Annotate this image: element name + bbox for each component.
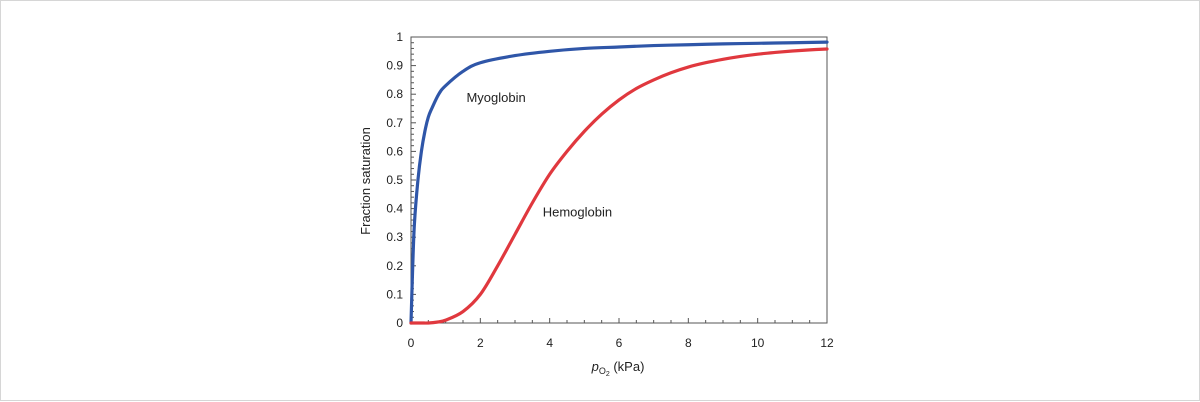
y-tick-label: 0 [396, 316, 403, 330]
y-tick-label: 0.4 [386, 202, 403, 216]
x-tick-label: 4 [546, 336, 553, 350]
curve-label-myoglobin: Myoglobin [466, 90, 525, 105]
y-tick-label: 0.9 [386, 59, 403, 73]
y-tick-label: 0.3 [386, 230, 403, 244]
series-line-hemoglobin [409, 47, 829, 325]
series-line-myoglobin [409, 40, 829, 325]
x-axis-title-subscript-2: 2 [606, 371, 610, 378]
x-tick-label: 10 [751, 336, 765, 350]
curve-label-hemoglobin: Hemoglobin [543, 204, 612, 219]
plot-border [410, 36, 828, 324]
series-group [409, 40, 829, 325]
y-tick-label: 0.6 [386, 144, 403, 158]
x-tick-label: 0 [408, 336, 415, 350]
x-axis-title: pO2 (kPa) [591, 359, 645, 378]
x-tick-label: 2 [477, 336, 484, 350]
x-tick-label: 6 [616, 336, 623, 350]
axes: 00.10.20.30.40.50.60.70.80.910 2 4 6 8 10 12 [386, 30, 834, 350]
y-tick-label: 0.7 [386, 116, 403, 130]
x-tick-label: 8 [685, 336, 692, 350]
x-axis-title-unit: (kPa) [610, 359, 645, 374]
x-axis-title-subscript: O [599, 366, 606, 376]
x-axis-title-italic: p [591, 359, 599, 374]
y-tick-label: 0.2 [386, 259, 403, 273]
x-tick-label: 12 [820, 336, 834, 350]
y-tick-label: 0.8 [386, 87, 403, 101]
y-axis-title: Fraction saturation [358, 127, 373, 235]
y-tick-label: 0.1 [386, 287, 403, 301]
y-tick-label: 0.5 [386, 173, 403, 187]
annotations: Myoglobin Hemoglobin [466, 90, 612, 219]
y-tick-label: 1 [396, 30, 403, 44]
